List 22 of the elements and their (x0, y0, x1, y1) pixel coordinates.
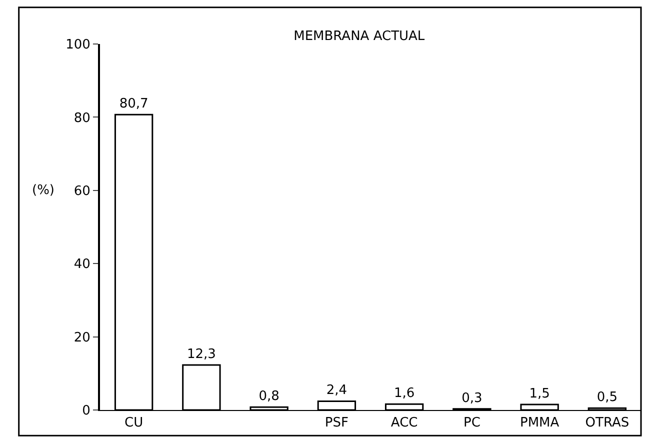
x-tick-label: OTRAS (585, 416, 630, 431)
y-axis-title: (%) (32, 183, 54, 198)
x-tick-label: CU (124, 416, 144, 431)
data-label: 1,6 (394, 386, 415, 402)
y-tick-label: 40 (74, 257, 90, 272)
y-tick-label: 80 (74, 110, 90, 126)
x-tick-label: ACC (390, 416, 418, 431)
data-label: 0,3 (462, 390, 482, 406)
x-tick-label: PC (463, 416, 480, 431)
data-label: 0,8 (258, 389, 280, 404)
data-label: 80,7 (119, 96, 148, 112)
y-tick-label: 20 (74, 330, 90, 346)
chart-title: MEMBRANA ACTUAL (294, 28, 426, 44)
y-tick-label: 60 (74, 184, 90, 199)
x-tick-label: PMMA (520, 416, 560, 431)
data-label: 1,5 (529, 386, 550, 402)
data-label: 12,3 (186, 346, 216, 362)
y-tick-label: 100 (66, 38, 90, 53)
data-label: 0,5 (596, 390, 618, 406)
x-tick-label: PSF (324, 416, 348, 431)
y-tick-label: 0 (82, 404, 90, 419)
data-label: 2,4 (326, 383, 348, 398)
